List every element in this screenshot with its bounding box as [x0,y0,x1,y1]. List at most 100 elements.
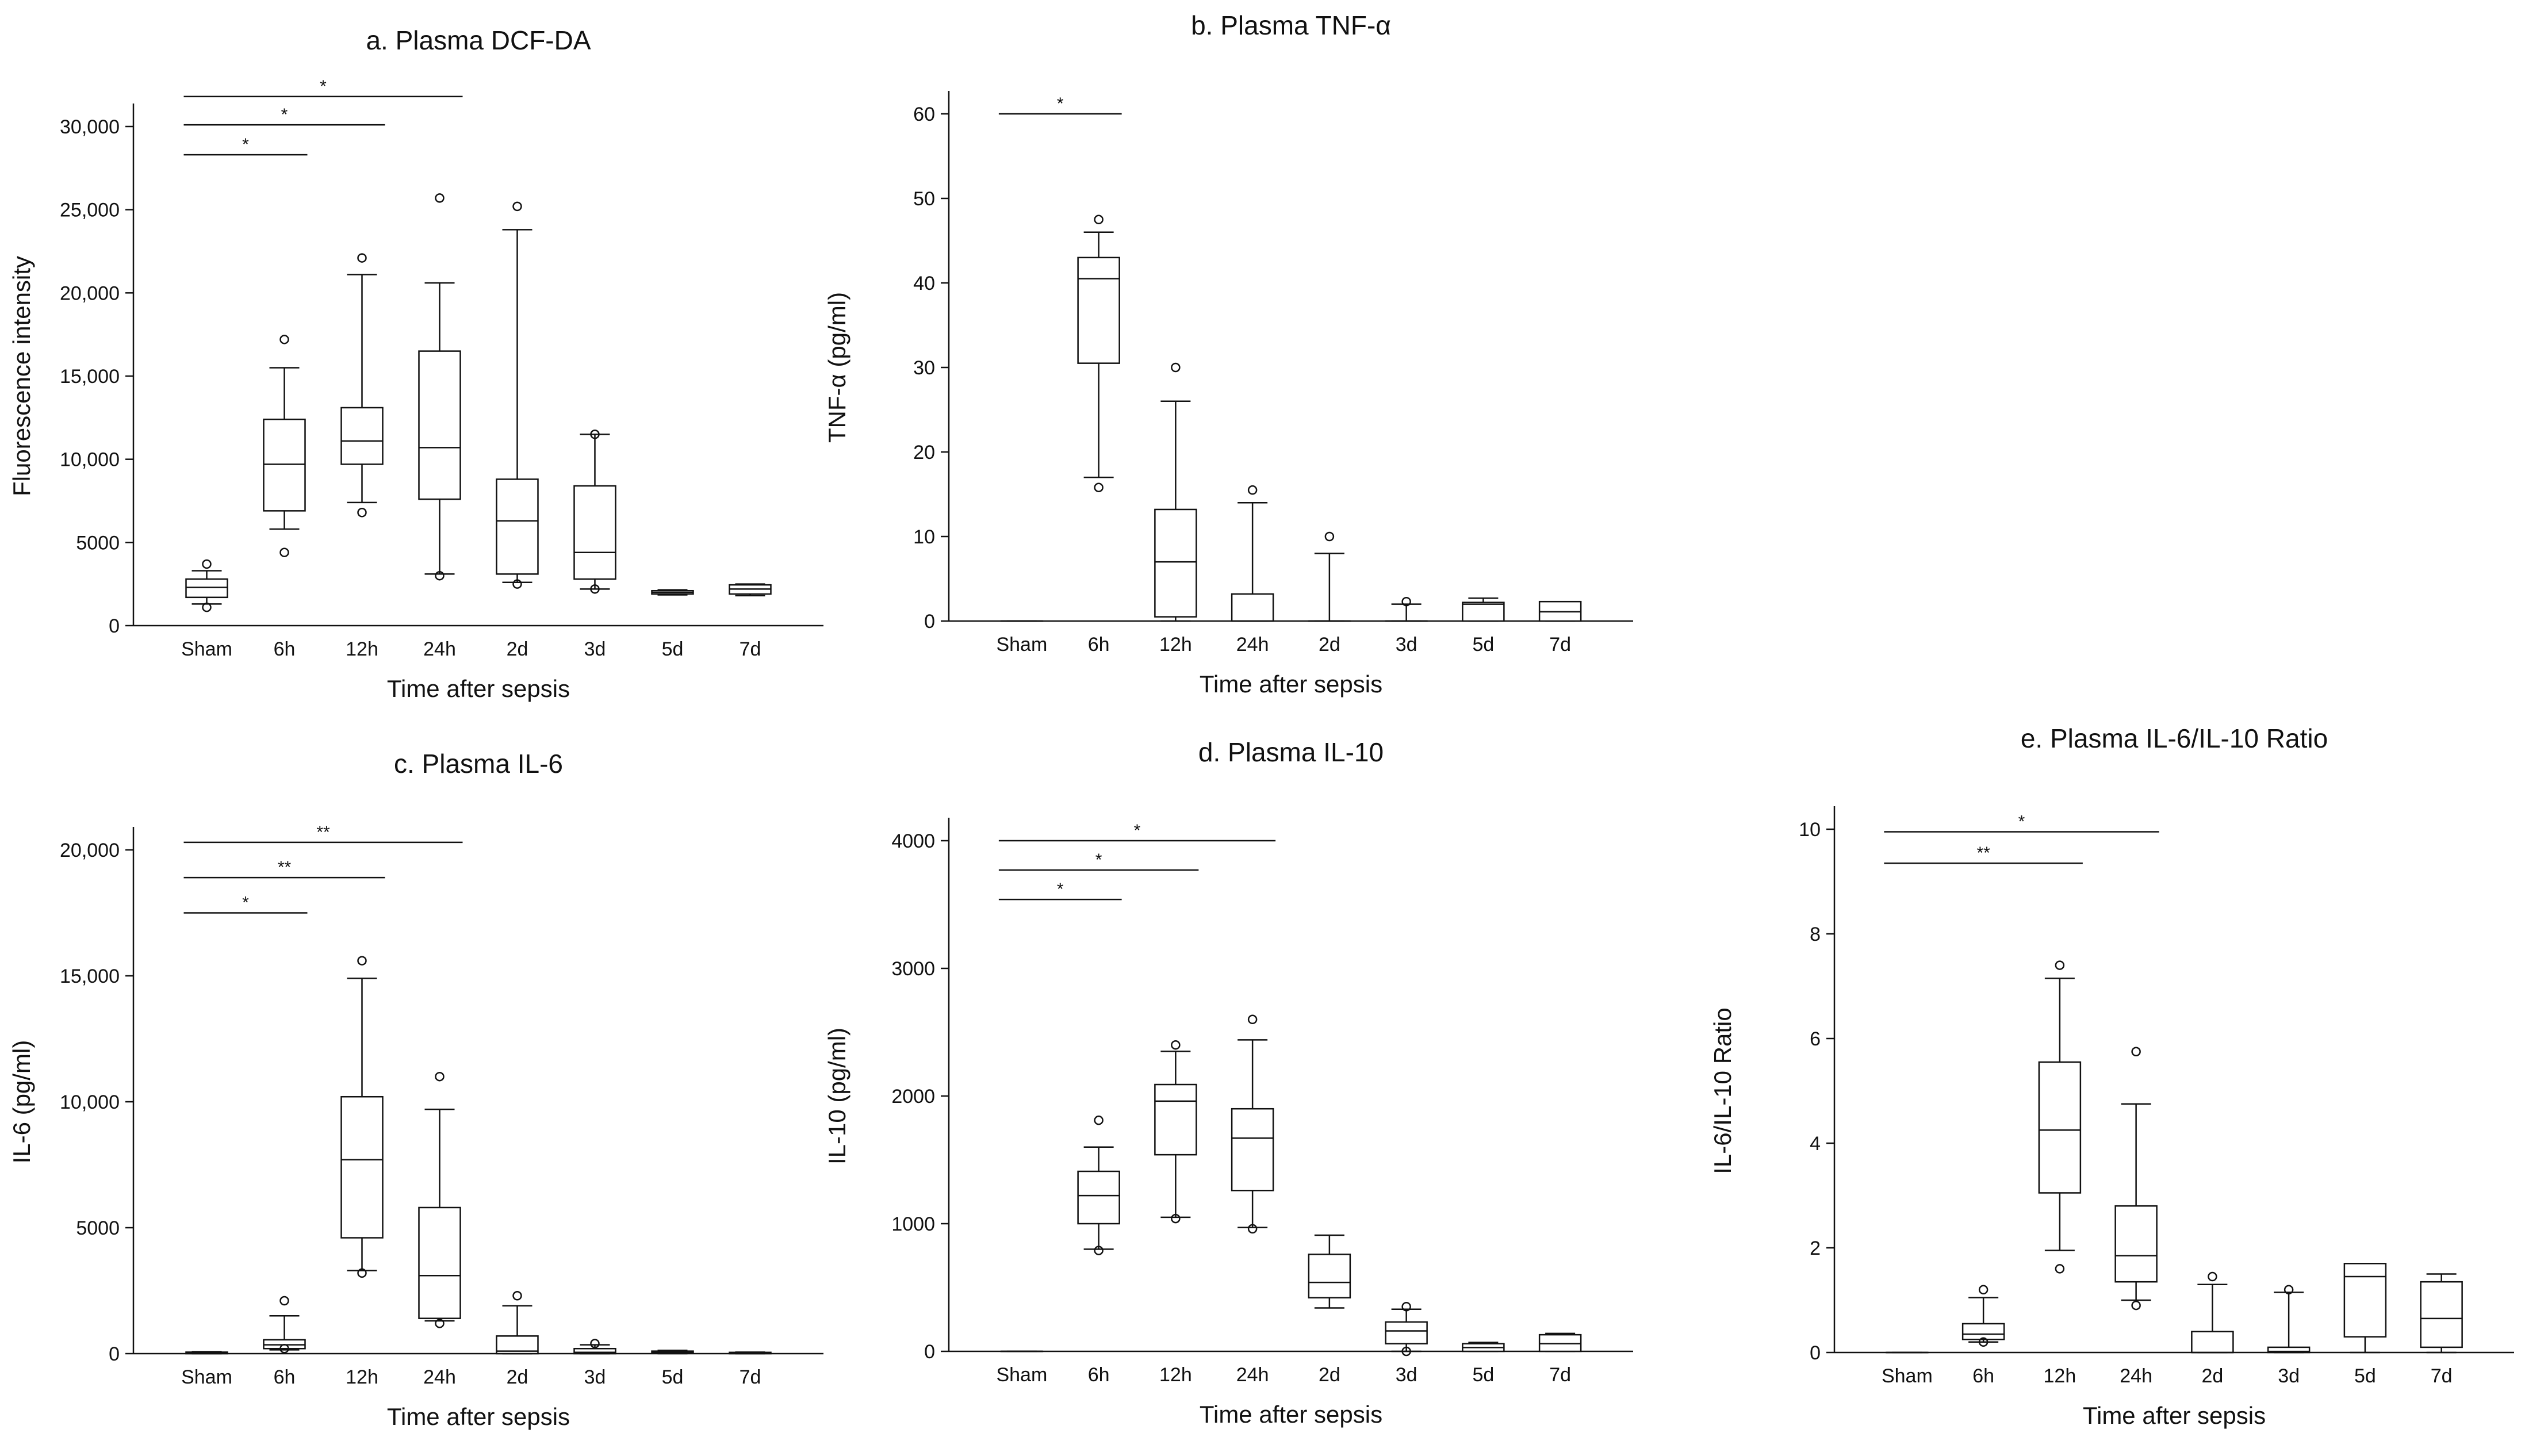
outlier-point [435,570,445,581]
x-tick-label: 7d [740,638,761,660]
x-tick-label: 12h [1159,1364,1192,1386]
x-tick-label: 12h [346,638,378,660]
x-tick-label: Sham [1882,1365,1933,1387]
chart-title: b. Plasma TNF-α [1191,10,1391,40]
y-tick-label: 4 [1810,1133,1821,1155]
outlier-point [1247,1224,1258,1234]
x-tick-label: Sham [181,1366,232,1388]
outlier-point [279,335,289,344]
x-tick-label: 7d [740,1366,761,1388]
outlier-point [435,193,445,203]
y-tick-label: 10 [913,526,935,548]
x-tick-label: 7d [1549,1364,1571,1386]
box-3d [2267,1285,2311,1354]
outlier-point [202,602,212,612]
significance-label: * [242,135,249,154]
outlier-point [1094,214,1104,224]
outlier-point [357,253,367,263]
significance-label: * [1095,850,1102,869]
significance-label: ** [1976,844,1990,863]
box-12h [340,253,384,518]
box-12h [1154,362,1197,622]
panel-b-tnf-alpha: b. Plasma TNF-α 0 10 20 30 40 50 60 Sham 6h 12h 24h… [823,10,1633,698]
x-tick-label: 6h [274,1366,296,1388]
iqr-box [1077,1170,1120,1225]
outlier-point [1247,1014,1258,1025]
outlier-point [2131,1047,2141,1056]
box-7d [729,583,772,597]
x-tick-label: 5d [662,638,684,660]
significance-label: * [320,77,327,96]
y-tick-label: 30,000 [60,116,120,138]
outlier-point [1247,485,1258,495]
x-axis-label: Time after sepsis [387,675,570,702]
iqr-box [2420,1281,2463,1348]
outlier-point [357,956,367,965]
y-tick-label: 8 [1810,924,1821,945]
outlier-point [1401,1346,1411,1357]
chart-title: e. Plasma IL-6/IL-10 Ratio [2021,723,2328,753]
iqr-box [1077,256,1120,364]
x-tick-label: 3d [584,638,606,660]
box-24h [418,1071,461,1328]
box-sham [185,1351,228,1355]
x-tick-label: 2d [1319,1364,1340,1386]
x-tick-label: 6h [1088,634,1110,656]
outlier-point [2055,1264,2065,1274]
x-tick-label: 2d [507,638,528,660]
y-tick-label: 25,000 [60,200,120,221]
x-tick-label: Sham [996,1364,1047,1386]
x-tick-label: 6h [1972,1365,1994,1387]
box-2d [1308,531,1351,622]
outlier-point [435,1071,445,1082]
outlier-point [279,547,289,557]
significance-label: * [281,105,288,124]
y-axis-label: Fluorescence intensity [8,256,35,496]
iqr-box [573,1347,616,1355]
outlier-point [357,508,367,518]
x-tick-label: 5d [1472,1364,1494,1386]
iqr-box [2114,1205,2158,1283]
x-tick-label: 24h [1236,634,1269,656]
x-tick-label: 2d [507,1366,528,1388]
x-axis-label: Time after sepsis [387,1403,570,1430]
outlier-point [1094,482,1104,492]
y-tick-label: 2000 [891,1086,935,1108]
x-tick-label: 6h [1088,1364,1110,1386]
x-tick-label: 24h [423,638,456,660]
box-24h [418,193,461,581]
significance-label: * [1057,880,1064,899]
box-24h [1231,1014,1274,1234]
box-7d [1538,600,1582,622]
iqr-box [418,1206,461,1319]
box-7d [729,1351,772,1355]
x-tick-label: 5d [1472,634,1494,656]
x-axis-label: Time after sepsis [1200,670,1382,698]
y-tick-label: 4000 [891,830,935,852]
iqr-box [2191,1331,2234,1354]
outlier-point [1978,1337,1989,1347]
outlier-point [2284,1285,2294,1295]
box-6h [263,335,306,557]
x-axis-label: Time after sepsis [2083,1402,2266,1429]
outlier-point [512,579,522,589]
box-sham [185,559,228,612]
panel-e-il6-il10-ratio: e. Plasma IL-6/IL-10 Ratio 0 2 4 6 8 10 Sham 6h 1… [1709,723,2514,1429]
box-2d [496,1291,539,1355]
outlier-point [279,1343,289,1354]
iqr-box [1961,1323,2005,1340]
significance-label: * [1057,94,1064,113]
y-tick-label: 20 [913,442,935,463]
box-7d [2420,1273,2463,1354]
iqr-box [1231,1108,1274,1191]
iqr-box [2038,1061,2082,1194]
box-2d [2191,1271,2234,1354]
x-tick-label: 5d [662,1366,684,1388]
outlier-point [1094,1115,1104,1125]
x-tick-label: 7d [1549,634,1571,656]
outlier-point [512,201,522,212]
iqr-box [2267,1346,2311,1354]
significance-label: * [2018,813,2025,832]
box-24h [1231,485,1274,622]
